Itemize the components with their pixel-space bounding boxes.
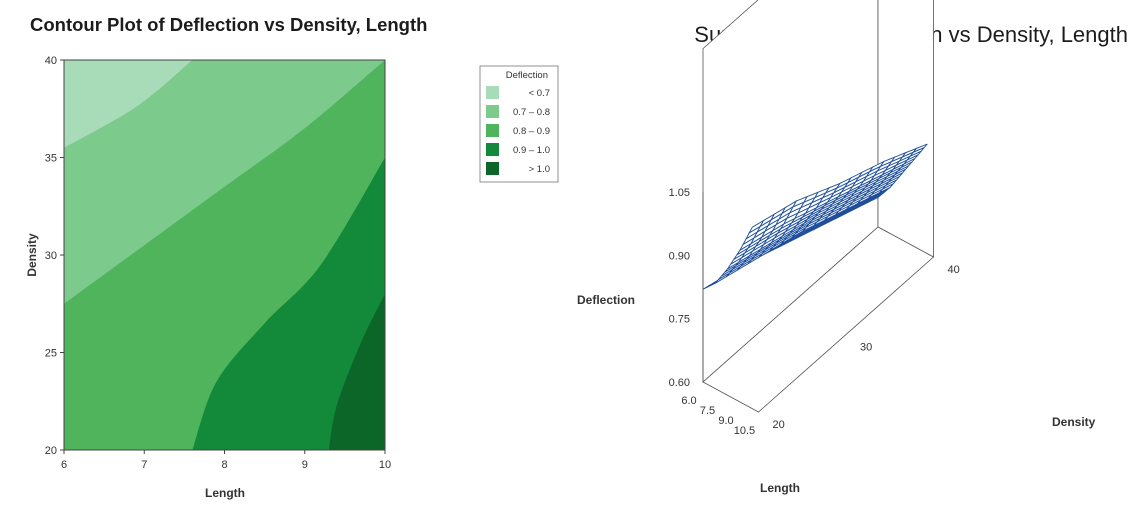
- contour-y-tick-label: 30: [45, 250, 57, 262]
- contour-region: [328, 294, 385, 450]
- surface-wall: [702, 226, 935, 413]
- legend-label: 0.8 – 0.9: [513, 126, 550, 137]
- surface-z-tick-label: 0.90: [669, 250, 690, 262]
- contour-x-tick-label: 10: [379, 459, 391, 471]
- surface-mesh: [702, 143, 928, 290]
- contour-region: [64, 60, 193, 148]
- legend-label: < 0.7: [529, 88, 550, 99]
- surface-y-tick-label: 20: [772, 419, 784, 431]
- surface-y-tick-label: 30: [860, 342, 872, 354]
- contour-title: Contour Plot of Deflection vs Density, L…: [30, 14, 427, 35]
- legend-label: 0.9 – 1.0: [513, 145, 550, 156]
- contour-y-label: Density: [25, 233, 39, 277]
- surface-y-label: Density: [1052, 415, 1096, 429]
- legend-swatch: [486, 86, 499, 99]
- contour-region: [64, 60, 385, 304]
- surface-z-tick-label: 0.75: [669, 314, 690, 326]
- legend-items: < 0.7 0.7 – 0.8 0.8 – 0.9 0.9 – 1.0 > 1.0: [486, 86, 550, 175]
- surface-y-tick-label: 40: [947, 264, 959, 276]
- contour-ticks: 6 7 8 9 10 20 25 30 35 40: [45, 55, 391, 471]
- surface-x-tick-label: 9.0: [718, 415, 733, 427]
- legend-title: Deflection: [506, 70, 548, 81]
- legend-swatch: [486, 105, 499, 118]
- contour-y-tick-label: 25: [45, 348, 57, 360]
- surface-z-tick-label: 0.60: [669, 377, 690, 389]
- surface-x-label: Length: [760, 481, 800, 495]
- legend-swatch: [486, 124, 499, 137]
- surface-z-label: Deflection: [577, 293, 635, 307]
- surface-cell: [748, 219, 765, 235]
- surface-x-tick-label: 6.0: [681, 395, 696, 407]
- legend-label: 0.7 – 0.8: [513, 107, 550, 118]
- surface-x-tick-label: 7.5: [700, 405, 715, 417]
- contour-y-tick-label: 35: [45, 153, 57, 165]
- contour-x-tick-label: 7: [141, 459, 147, 471]
- contour-x-tick-label: 8: [221, 459, 227, 471]
- contour-y-tick-label: 40: [45, 55, 57, 67]
- contour-region: [192, 157, 385, 450]
- contour-y-tick-label: 20: [45, 445, 57, 457]
- surface-chart: Surface Plot of Deflection vs Density, L…: [577, 0, 1128, 495]
- legend-swatch: [486, 162, 499, 175]
- surface-wall: [877, 0, 934, 258]
- legend-label: > 1.0: [529, 164, 550, 175]
- contour-regions: [64, 60, 385, 450]
- contour-x-label: Length: [205, 486, 245, 500]
- contour-x-tick-label: 6: [61, 459, 67, 471]
- contour-x-tick-label: 9: [302, 459, 308, 471]
- contour-chart: Contour Plot of Deflection vs Density, L…: [25, 14, 427, 500]
- legend-swatch: [486, 143, 499, 156]
- surface-box: [702, 0, 935, 413]
- surface-ticks: 0.60 0.75 0.90 1.05 6.0 7.59.010.5 20 30 40: [669, 187, 960, 437]
- surface-x-tick-label: 10.5: [734, 425, 755, 437]
- surface-z-tick-label: 1.05: [669, 187, 690, 199]
- legend: Deflection < 0.7 0.7 – 0.8 0.8 – 0.9 0.9 – …: [479, 65, 559, 183]
